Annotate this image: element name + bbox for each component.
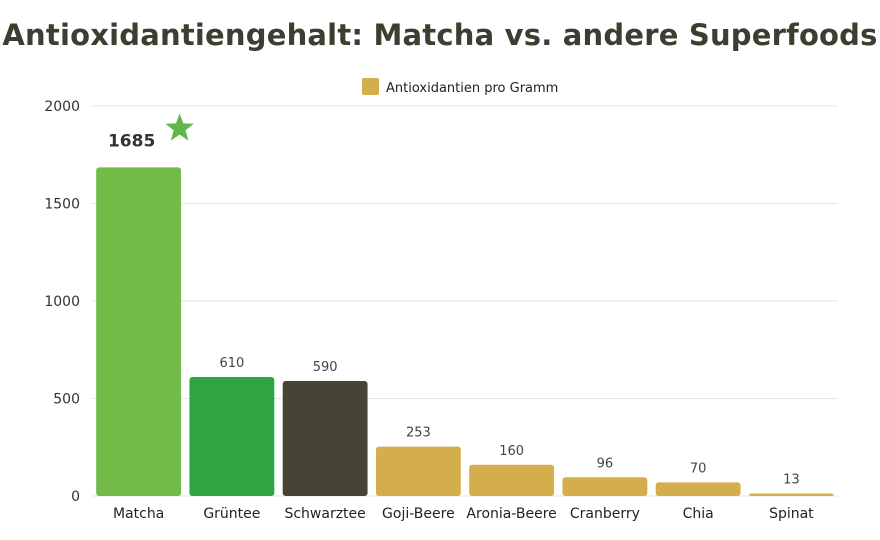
category-label-gr-ntee: Grüntee: [203, 506, 260, 522]
category-label-spinat: Spinat: [769, 506, 814, 522]
bar-gr-ntee: [189, 377, 275, 496]
bar-chia: [655, 482, 741, 496]
y-tick-label-500: 500: [53, 392, 80, 408]
category-label-goji-beere: Goji-Beere: [382, 506, 455, 522]
bar-spinat: [748, 493, 834, 496]
value-label-matcha: 1685: [108, 131, 155, 151]
legend-label: Antioxidantien pro Gramm: [386, 81, 558, 96]
bar-matcha: [96, 167, 182, 497]
y-axis-tick-labels: 0 500 1000 1500 2000: [44, 99, 80, 505]
category-label-aronia-beere: Aronia-Beere: [466, 506, 556, 522]
value-label-aronia-beere: 160: [499, 444, 524, 459]
category-label-schwarztee: Schwarztee: [284, 506, 365, 522]
legend: Antioxidantien pro Gramm: [362, 78, 558, 96]
y-tick-label-1000: 1000: [44, 294, 80, 310]
y-tick-label-0: 0: [71, 489, 80, 505]
value-labels: 1685 610 590 253 160 96 70 13: [108, 113, 800, 487]
value-label-chia: 70: [690, 461, 707, 476]
category-label-cranberry: Cranberry: [570, 506, 640, 522]
value-label-spinat: 13: [783, 472, 800, 487]
bar-aronia-beere: [469, 464, 555, 496]
legend-swatch: [362, 78, 379, 95]
value-label-gr-ntee: 610: [219, 356, 244, 371]
value-label-schwarztee: 590: [313, 360, 338, 375]
value-label-cranberry: 96: [597, 456, 614, 471]
category-label-chia: Chia: [683, 506, 714, 522]
bars: [96, 167, 834, 497]
star-icon: [165, 113, 194, 141]
y-tick-label-1500: 1500: [44, 197, 80, 213]
category-label-matcha: Matcha: [113, 506, 164, 522]
chart-title: Antioxidantiengehalt: Matcha vs. andere …: [2, 18, 878, 52]
bar-goji-beere: [375, 446, 461, 496]
bar-cranberry: [562, 477, 648, 496]
x-axis-category-labels: Matcha Grüntee Schwarztee Goji-Beere Aronia-…: [113, 506, 814, 522]
y-tick-label-2000: 2000: [44, 99, 80, 115]
value-label-goji-beere: 253: [406, 426, 431, 441]
bar-schwarztee: [282, 380, 368, 496]
